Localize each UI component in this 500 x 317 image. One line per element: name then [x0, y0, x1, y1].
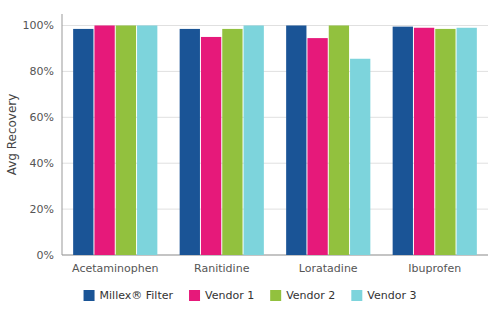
y-tick-label: 80%: [30, 65, 54, 78]
y-tick-label: 40%: [30, 157, 54, 170]
y-tick-label: 100%: [23, 19, 54, 32]
bar: [286, 25, 306, 255]
grid: [62, 25, 488, 255]
bar: [94, 25, 114, 255]
legend-label: Vendor 2: [286, 289, 335, 302]
legend-swatch: [270, 290, 281, 301]
bar: [329, 25, 349, 255]
bar: [201, 37, 221, 255]
legend: Millex® Filter Vendor 1 Vendor 2 Vendor 3: [84, 289, 417, 302]
bar: [116, 25, 136, 255]
bar: [414, 28, 434, 255]
y-tick-label: 20%: [30, 203, 54, 216]
legend-label: Millex® Filter: [100, 289, 174, 302]
bars: [73, 25, 477, 255]
legend-swatch: [84, 290, 95, 301]
y-axis-line: [62, 14, 63, 255]
bar: [244, 25, 264, 255]
bar: [137, 25, 157, 255]
x-tick-label: Loratadine: [299, 262, 358, 275]
bar: [350, 59, 370, 255]
bar: [73, 29, 93, 255]
bar: [307, 38, 327, 255]
legend-label: Vendor 3: [367, 289, 416, 302]
legend-label: Vendor 1: [205, 289, 254, 302]
legend-swatch: [189, 290, 200, 301]
legend-item: Vendor 3: [351, 289, 416, 302]
x-tick-label: Ibuprofen: [408, 262, 461, 275]
x-tick-label: Ranitidine: [194, 262, 250, 275]
legend-swatch: [351, 290, 362, 301]
legend-item: Vendor 2: [270, 289, 335, 302]
bar: [457, 28, 477, 255]
legend-item: Millex® Filter: [84, 289, 174, 302]
y-tick-label: 0%: [37, 249, 54, 262]
y-axis-label: Avg Recovery: [5, 94, 19, 176]
bar: [180, 29, 200, 255]
bar: [393, 27, 413, 255]
bar: [435, 29, 455, 255]
chart: 0% 20% 40% 60% 80% 100% Avg Recovery Acetaminop…: [0, 0, 500, 317]
y-tick-label: 60%: [30, 111, 54, 124]
legend-item: Vendor 1: [189, 289, 254, 302]
bar: [222, 29, 242, 255]
x-tick-label: Acetaminophen: [72, 262, 158, 275]
